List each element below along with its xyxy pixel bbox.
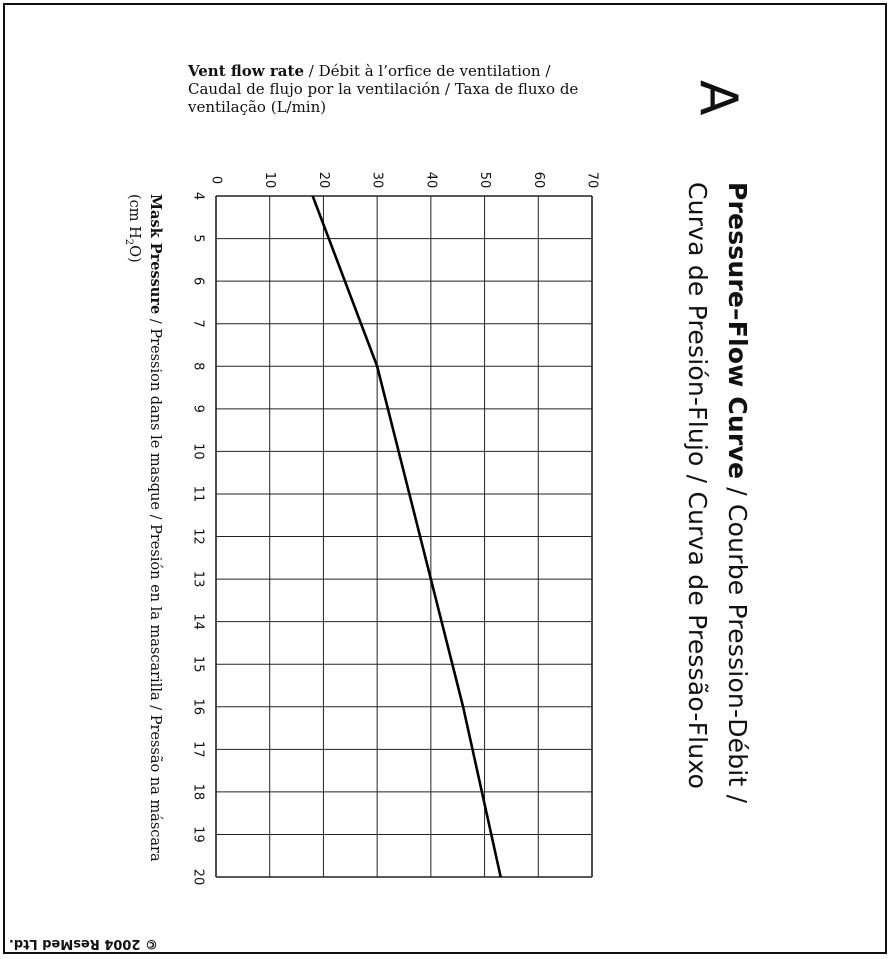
chart-series [311, 195, 502, 878]
series-line-0 [311, 195, 502, 878]
y-axis-label-rest: / Débit à l’orfice de ventilation / Caud… [188, 62, 579, 116]
x-tick-label: 9 [191, 405, 206, 413]
y-tick-label: 50 [477, 172, 492, 189]
x-tick-label: 11 [191, 486, 206, 503]
x-tick-label: 8 [191, 362, 206, 370]
x-tick-label: 14 [191, 613, 206, 630]
y-tick-label: 20 [316, 172, 331, 189]
chart-grid [215, 195, 593, 878]
y-axis-label: Vent flow rate / Débit à l’orfice de ven… [188, 62, 608, 116]
x-tick-label: 16 [191, 698, 206, 715]
y-tick-label: 40 [423, 172, 438, 189]
x-tick-label: 4 [191, 192, 206, 200]
chart-ticks: 0 10 20 30 40 50 60 70 4 5 6 7 8 9 10 11 12 13 14 15 16 17 18 1… [191, 172, 600, 886]
x-tick-label: 13 [191, 571, 206, 588]
y-tick-label: 10 [262, 172, 277, 189]
copyright-notice: © 2004 ResMed Ltd. [8, 936, 158, 951]
x-tick-label: 17 [191, 741, 206, 758]
x-tick-label: 7 [191, 320, 206, 328]
y-axis-label-bold: Vent flow rate [188, 62, 305, 80]
x-tick-label: 15 [191, 656, 206, 673]
x-tick-label: 12 [191, 528, 206, 545]
y-tick-label: 60 [531, 172, 546, 189]
x-tick-label: 5 [191, 234, 206, 242]
y-tick-label: 30 [370, 172, 385, 189]
x-tick-label: 6 [191, 277, 206, 285]
x-tick-label: 10 [191, 443, 206, 460]
y-tick-label: 0 [209, 176, 224, 184]
x-tick-label: 18 [191, 784, 206, 801]
x-tick-label: 19 [191, 826, 206, 843]
x-tick-label: 20 [191, 869, 206, 886]
page-frame [3, 3, 887, 954]
y-tick-label: 70 [585, 172, 600, 189]
